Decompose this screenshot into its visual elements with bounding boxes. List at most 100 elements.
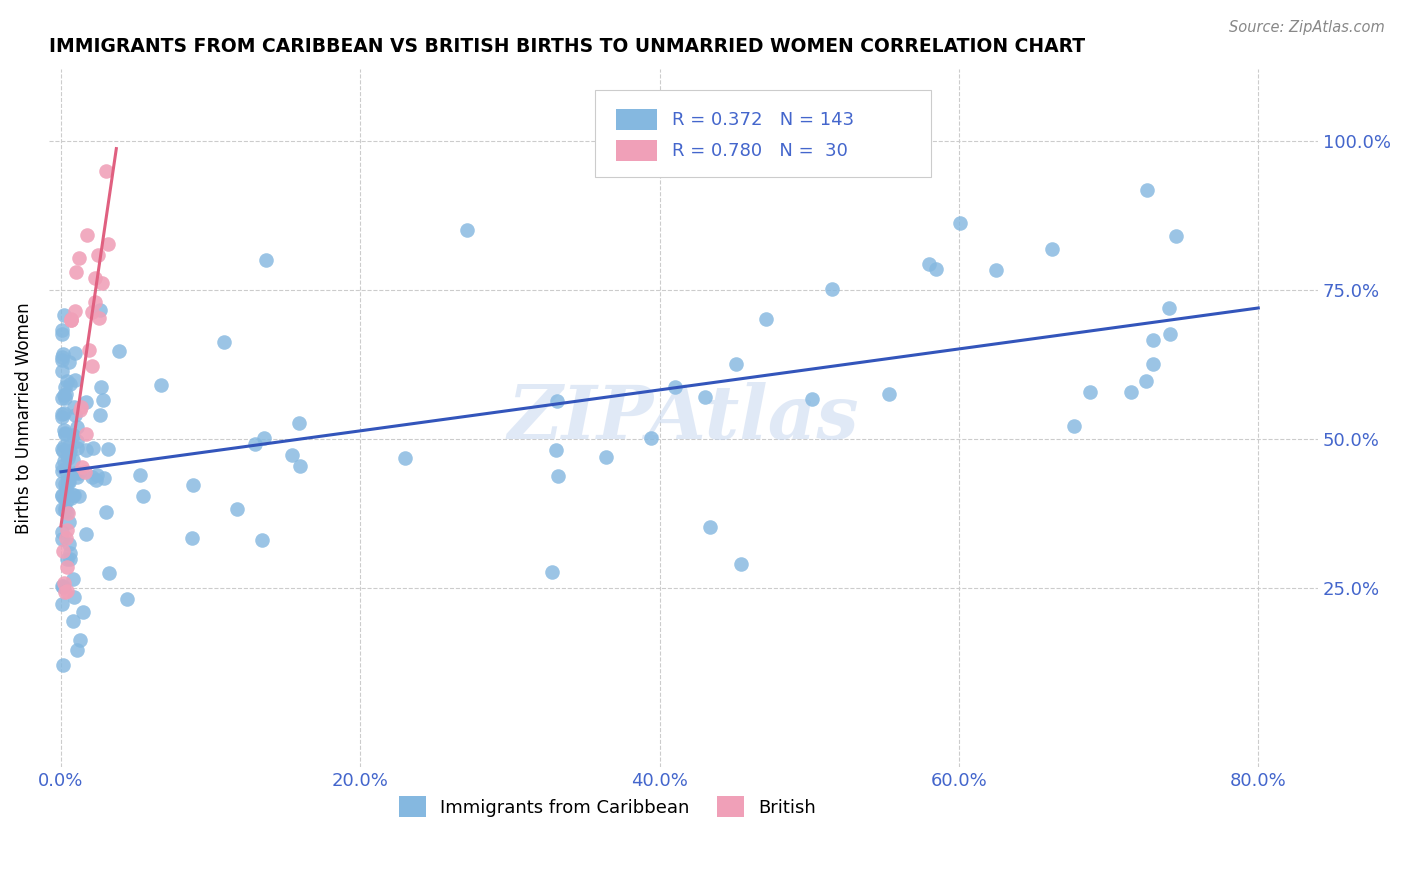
Point [58,354,80,368]
Point [53,584,76,599]
Point [76,228,98,243]
Point [51,353,73,368]
Point [115,592,138,607]
Point [91,276,114,290]
Point [55,531,77,545]
Point [76,442,98,457]
Point [51,488,73,502]
Point [90,379,112,393]
Point [243,437,266,451]
Point [56,552,79,566]
Point [254,253,277,268]
Point [84,271,107,285]
Point [52,575,75,590]
Point [58,475,80,490]
Point [253,431,276,445]
Point [96,163,118,178]
Point [51,407,73,421]
Point [56,493,79,508]
Point [56,560,79,574]
Point [725,358,748,372]
Point [51,597,73,611]
Point [1166,228,1188,243]
Point [58,515,80,529]
Point [181,478,204,492]
Point [52,454,75,468]
Text: IMMIGRANTS FROM CARIBBEAN VS BRITISH BIRTHS TO UNMARRIED WOMEN CORRELATION CHART: IMMIGRANTS FROM CARIBBEAN VS BRITISH BIR… [49,37,1085,56]
Point [949,216,972,230]
Point [730,558,752,572]
Point [65,265,87,279]
Point [63,304,86,318]
Point [1119,385,1142,400]
Point [53,427,76,442]
Point [1159,326,1181,341]
Point [66,441,89,455]
Point [1159,301,1181,315]
Text: ZIPAtlas: ZIPAtlas [508,382,859,454]
Point [108,343,131,358]
Point [132,489,155,503]
Point [89,408,111,422]
Point [89,303,111,318]
Point [70,460,93,475]
Point [640,431,662,445]
Point [1078,384,1101,399]
Point [56,451,79,466]
Point [51,532,73,546]
Point [63,400,86,414]
Point [80,305,103,319]
Point [53,477,76,491]
Point [52,544,75,558]
Y-axis label: Births to Unmarried Women: Births to Unmarried Women [15,302,32,534]
Point [149,377,172,392]
Point [456,223,478,237]
Point [59,491,82,505]
Point [547,469,569,483]
Point [63,466,86,480]
Point [79,343,101,358]
Point [226,501,249,516]
Point [94,504,117,518]
Point [544,442,567,457]
Point [212,335,235,350]
Point [80,359,103,374]
Point [84,295,107,310]
Point [51,392,73,406]
Point [62,572,84,586]
Point [58,506,80,520]
Point [877,387,900,401]
Point [287,416,309,430]
Point [97,236,120,251]
Point [288,459,311,474]
Point [58,536,80,550]
Point [1142,357,1164,371]
Legend: Immigrants from Caribbean, British: Immigrants from Caribbean, British [391,789,824,824]
Point [80,470,103,484]
Text: R = 0.372   N = 143: R = 0.372 N = 143 [672,111,855,129]
Point [62,453,84,467]
Point [59,546,82,560]
Point [62,488,84,502]
Point [52,406,75,420]
Point [63,408,86,422]
Point [984,262,1007,277]
Text: R = 0.780   N =  30: R = 0.780 N = 30 [672,142,848,160]
Point [63,590,86,604]
Point [62,615,84,629]
Point [51,502,73,516]
Point [69,402,91,417]
Point [252,533,274,548]
Point [695,391,717,405]
Point [59,376,82,391]
Point [51,579,73,593]
Point [51,490,73,504]
Point [51,464,73,478]
Point [87,248,110,262]
Point [51,326,73,341]
Point [52,308,75,322]
Point [281,448,304,462]
Point [52,579,75,593]
Point [93,471,115,485]
Point [65,346,87,360]
